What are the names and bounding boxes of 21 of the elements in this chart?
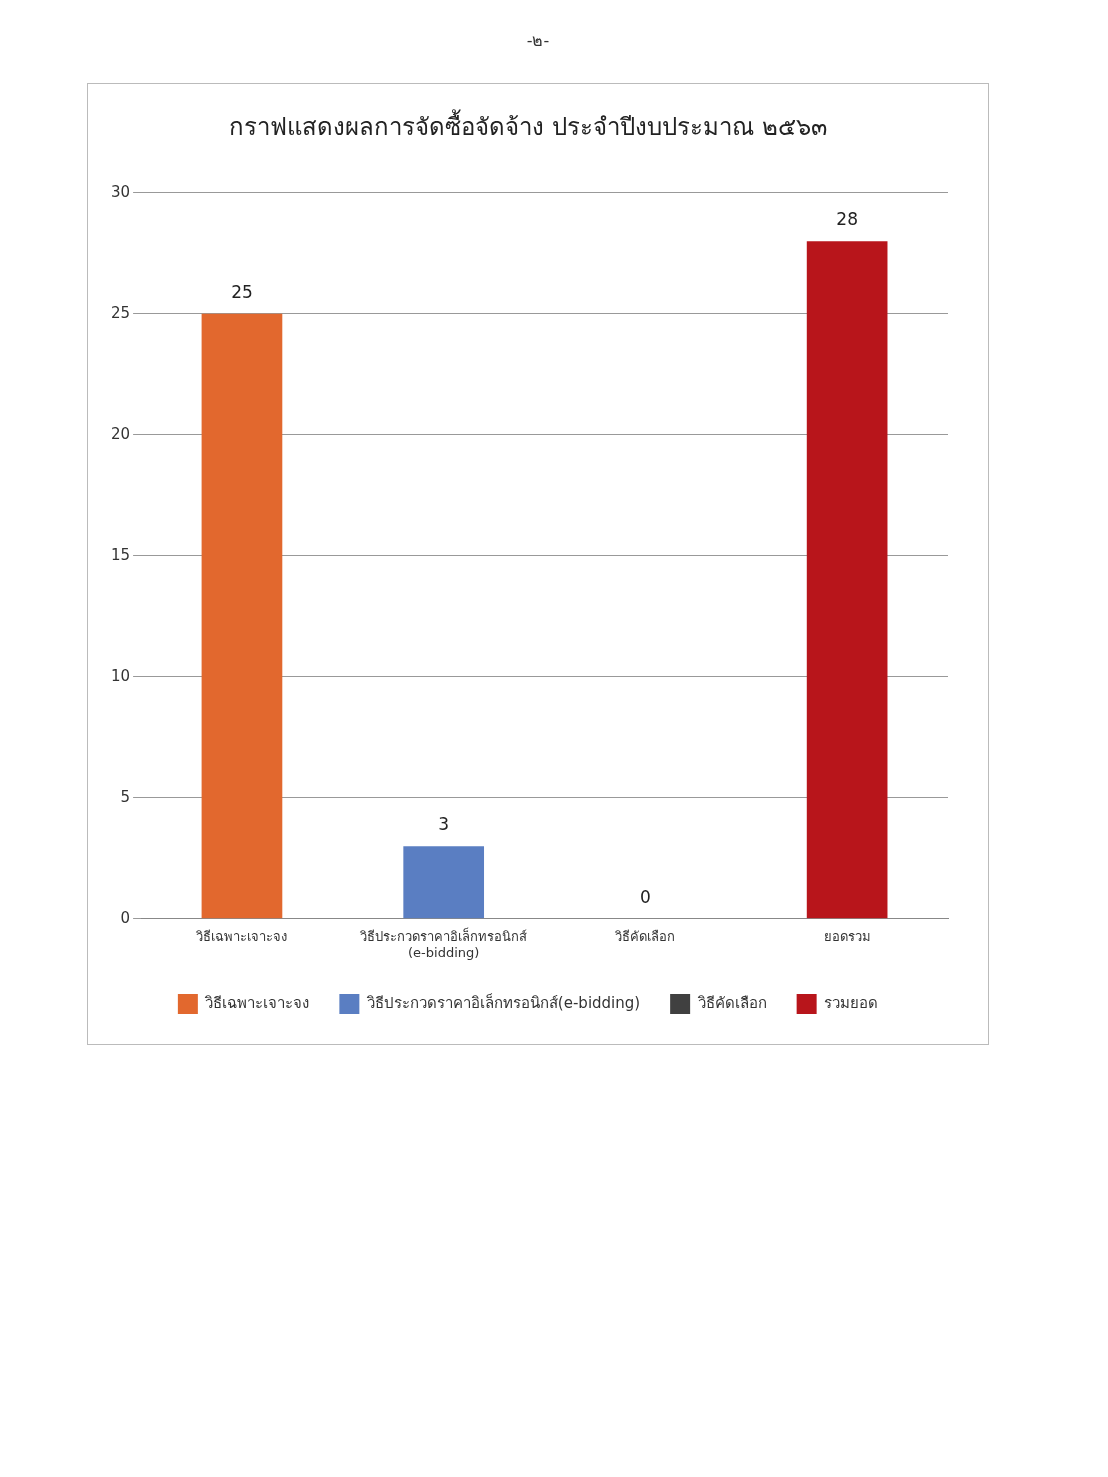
- data-label: 3: [438, 814, 450, 835]
- y-tick-label: 25: [110, 303, 131, 322]
- legend-label: วิธีเฉพาะเจาะจง: [204, 993, 310, 1012]
- y-tick-label: 15: [110, 545, 131, 564]
- text: -๒-: [525, 30, 551, 52]
- x-tick-label: วิธีประกวดราคาอิเล็กทรอนิกส์ (e-bidding): [359, 926, 528, 960]
- data-label: 0: [639, 886, 651, 907]
- data-label: 28: [836, 209, 858, 230]
- chart-title: กราฟแสดงผลการจัดซื้อจัดจ้าง ประจำปีงบประมาณ ๒๕๖๓: [229, 108, 827, 141]
- y-tick-label: 20: [110, 424, 131, 443]
- y-tick-label: 5: [120, 787, 131, 806]
- x-tick-label: วิธีคัดเลือก: [614, 928, 676, 944]
- legend-label: รวมยอด: [824, 993, 879, 1012]
- y-tick-label: 10: [110, 666, 131, 685]
- y-tick-label: 0: [120, 908, 131, 927]
- y-tick-label: 30: [110, 182, 131, 201]
- data-label: 25: [231, 281, 253, 302]
- legend-label: วิธีประกวดราคาอิเล็กทรอนิกส์(e-bidding): [365, 992, 641, 1012]
- x-tick-label: ยอดรวม: [823, 928, 871, 944]
- legend-label: วิธีคัดเลือก: [696, 993, 767, 1012]
- x-tick-label: วิธีเฉพาะเจาะจง: [195, 928, 288, 944]
